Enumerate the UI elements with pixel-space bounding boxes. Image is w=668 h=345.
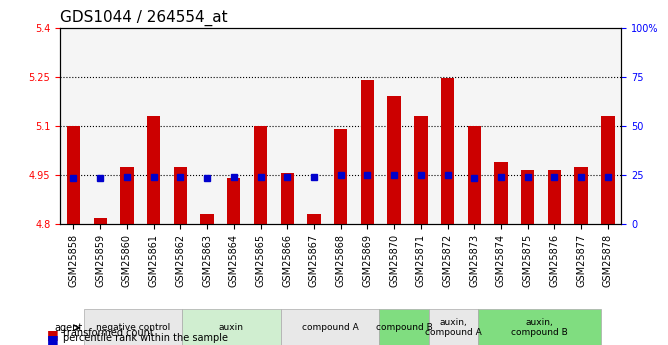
Text: auxin,
compound B: auxin, compound B xyxy=(511,318,568,337)
Text: compound A: compound A xyxy=(302,323,359,332)
Text: ■: ■ xyxy=(47,333,59,345)
Bar xyxy=(601,116,615,224)
Text: transformed count: transformed count xyxy=(63,328,154,338)
Bar xyxy=(307,214,321,224)
Bar xyxy=(174,167,187,224)
Bar xyxy=(387,96,401,224)
Bar xyxy=(227,178,240,224)
Text: GDS1044 / 264554_at: GDS1044 / 264554_at xyxy=(60,10,228,26)
Bar xyxy=(200,214,214,224)
Bar xyxy=(494,162,508,224)
Text: compound B: compound B xyxy=(375,323,432,332)
Bar xyxy=(67,126,80,224)
Bar xyxy=(254,126,267,224)
FancyBboxPatch shape xyxy=(429,309,478,345)
Bar xyxy=(468,126,481,224)
FancyBboxPatch shape xyxy=(281,309,379,345)
Bar xyxy=(521,170,534,224)
Bar xyxy=(334,129,347,224)
FancyBboxPatch shape xyxy=(182,309,281,345)
Bar xyxy=(147,116,160,224)
FancyBboxPatch shape xyxy=(478,309,601,345)
FancyBboxPatch shape xyxy=(84,309,182,345)
Bar xyxy=(281,174,294,224)
Bar xyxy=(414,116,428,224)
Text: auxin: auxin xyxy=(219,323,244,332)
Text: agent: agent xyxy=(54,323,82,333)
FancyBboxPatch shape xyxy=(379,309,429,345)
Bar xyxy=(441,78,454,224)
Bar xyxy=(574,167,588,224)
Bar xyxy=(94,218,107,224)
Text: percentile rank within the sample: percentile rank within the sample xyxy=(63,333,228,343)
Text: ■: ■ xyxy=(47,328,59,341)
Text: negative control: negative control xyxy=(96,323,170,332)
Bar xyxy=(120,167,134,224)
Bar xyxy=(361,80,374,224)
Bar xyxy=(548,170,561,224)
Text: auxin,
compound A: auxin, compound A xyxy=(425,318,482,337)
